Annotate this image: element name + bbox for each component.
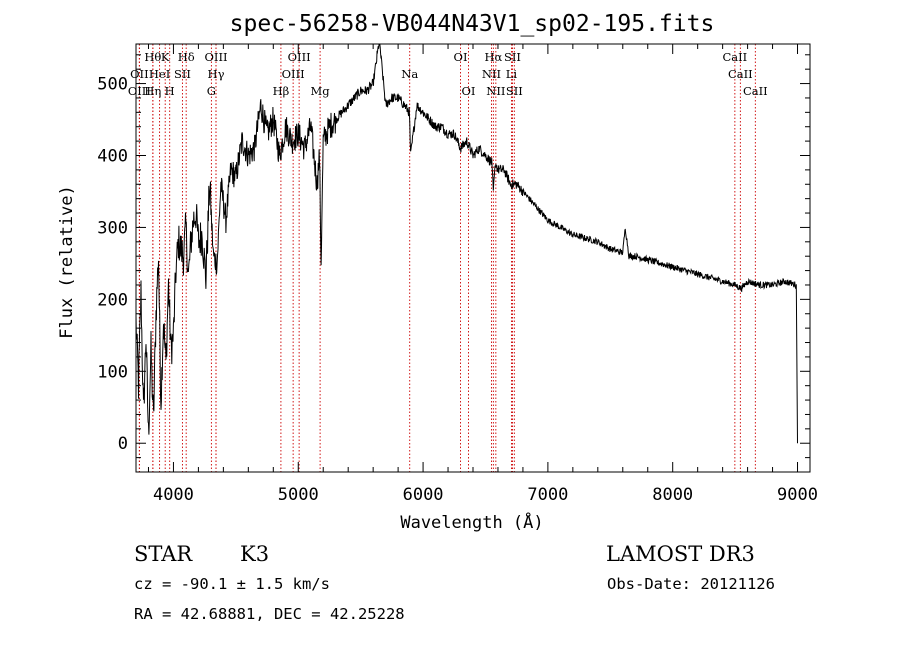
line-label-18: OIII bbox=[128, 84, 151, 98]
x-tick-label: 6000 bbox=[403, 485, 444, 505]
x-tick-label: 7000 bbox=[527, 485, 568, 505]
y-tick-label: 0 bbox=[118, 434, 128, 454]
y-axis-label: Flux (relative) bbox=[57, 185, 77, 339]
line-label-22: Hβ bbox=[273, 84, 290, 98]
series-layer bbox=[135, 43, 798, 444]
line-label-21: G bbox=[207, 84, 216, 98]
line-label-14: Na bbox=[401, 67, 418, 81]
survey-name: LAMOST DR3 bbox=[606, 542, 755, 566]
line-label-11: SII bbox=[174, 67, 191, 81]
line-label-27: CaII bbox=[743, 84, 768, 98]
line-label-0: Hθ bbox=[144, 50, 161, 64]
line-label-10: HeI bbox=[149, 67, 170, 81]
object-class: STAR bbox=[134, 542, 193, 566]
x-tick-label: 4000 bbox=[153, 485, 194, 505]
line-label-1: K bbox=[161, 50, 170, 64]
object-subclass: K3 bbox=[240, 542, 269, 566]
line-label-2: Hδ bbox=[178, 50, 195, 64]
line-label-17: CaII bbox=[728, 67, 753, 81]
y-tick-label: 500 bbox=[97, 75, 128, 95]
line-label-25: NII bbox=[486, 84, 505, 98]
axes-layer bbox=[135, 43, 811, 473]
redshift-text: cz = -90.1 ± 1.5 km/s bbox=[134, 575, 330, 593]
emission-line-layer bbox=[138, 44, 756, 472]
x-tick-label: 9000 bbox=[777, 485, 818, 505]
line-label-12: Hγ bbox=[208, 67, 225, 81]
y-tick-label: 200 bbox=[97, 290, 128, 310]
y-tick-label: 400 bbox=[97, 146, 128, 166]
line-label-19: H bbox=[165, 84, 175, 98]
line-label-23: Mg bbox=[311, 84, 331, 98]
radec-text: RA = 42.68881, DEC = 42.25228 bbox=[134, 605, 405, 623]
y-tick-label: 300 bbox=[97, 218, 128, 238]
line-label-5: OI bbox=[454, 50, 468, 64]
x-tick-label: 5000 bbox=[278, 485, 319, 505]
line-label-15: NII bbox=[482, 67, 501, 81]
line-label-24: OI bbox=[462, 84, 476, 98]
line-label-6: Hα bbox=[484, 50, 502, 64]
line-label-4: OIII bbox=[288, 50, 311, 64]
spectrum-line bbox=[135, 43, 798, 444]
line-label-9: OII bbox=[130, 67, 149, 81]
plot-frame bbox=[135, 43, 811, 473]
obs-date: Obs-Date: 20121126 bbox=[607, 575, 775, 593]
y-tick-label: 100 bbox=[97, 362, 128, 382]
x-tick-label: 8000 bbox=[652, 485, 693, 505]
chart-title: spec-56258-VB044N43V1_sp02-195.fits bbox=[230, 11, 715, 37]
x-axis-label: Wavelength (Å) bbox=[400, 511, 543, 533]
line-label-16: Li bbox=[506, 67, 518, 81]
line-label-7: SII bbox=[504, 50, 521, 64]
line-label-13: OIII bbox=[282, 67, 305, 81]
line-label-3: OIII bbox=[204, 50, 227, 64]
line-label-8: CaII bbox=[722, 50, 747, 64]
line-label-26: SII bbox=[506, 84, 523, 98]
ticks-layer: 4000 5000 6000 7000 8000 9000 0 100 200 300 400 500 bbox=[97, 44, 818, 505]
line-label-20: Hη bbox=[144, 84, 161, 98]
